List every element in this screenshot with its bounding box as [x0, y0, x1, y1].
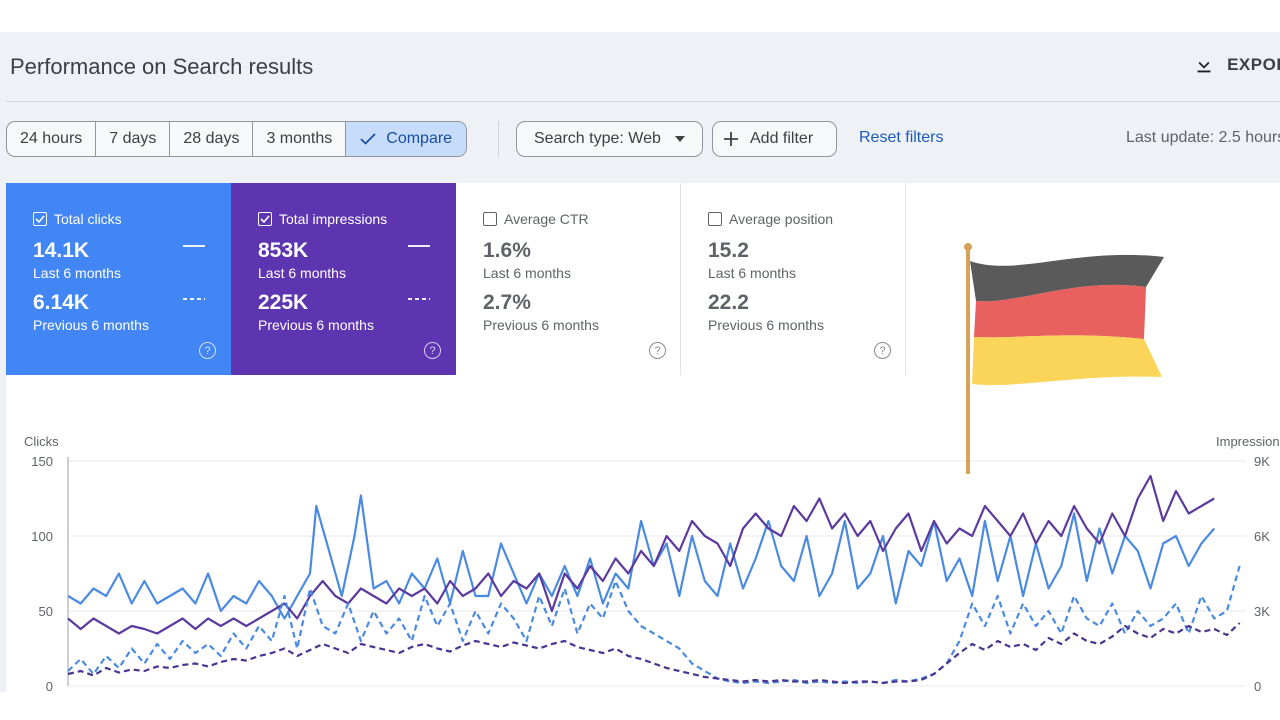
metric-previous-value: 22.2 — [708, 291, 749, 314]
reset-filters-link[interactable]: Reset filters — [859, 129, 944, 146]
y-right-axis-title: Impressions — [1216, 434, 1280, 449]
y-right-tick-label: 3K — [1254, 604, 1270, 619]
metric-current-value: 15.2 — [708, 239, 749, 262]
metric-current-period: Last 6 months — [258, 265, 346, 281]
series-line-2 — [67, 474, 1215, 635]
search-type-label: Search type: Web — [534, 130, 661, 147]
page-title: Performance on Search results — [10, 54, 314, 79]
chart-svg: 1509K1006K503K00ClicksImpressions2040608… — [24, 434, 1280, 692]
metric-current-period: Last 6 months — [33, 265, 121, 281]
search-type-dropdown[interactable]: Search type: Web — [516, 121, 703, 157]
y-left-tick-label: 50 — [39, 604, 53, 619]
total-clicks-card[interactable]: Total clicks 14.1K Last 6 months 6.14K P… — [6, 183, 231, 375]
y-left-tick-label: 150 — [31, 454, 53, 469]
checkbox-unchecked-icon[interactable] — [708, 212, 722, 226]
compare-label: Compare — [386, 130, 453, 147]
add-filter-label: Add filter — [750, 130, 814, 147]
metric-previous-period: Previous 6 months — [33, 317, 149, 333]
metric-current-value: 14.1K — [33, 239, 90, 262]
metric-label: Total impressions — [279, 211, 388, 227]
y-right-tick-label: 6K — [1254, 529, 1270, 544]
metric-current-period: Last 6 months — [708, 265, 796, 281]
solid-line-legend-icon — [183, 245, 205, 247]
dashed-line-legend-icon — [183, 298, 205, 300]
dropdown-arrow-icon — [674, 136, 685, 142]
series-line-3 — [67, 565, 1241, 685]
solid-line-legend-icon — [408, 245, 430, 247]
metric-current-value: 853K — [258, 239, 309, 262]
y-left-axis-title: Clicks — [24, 434, 59, 449]
metric-previous-value: 6.14K — [33, 291, 90, 314]
metric-previous-period: Previous 6 months — [483, 317, 599, 333]
download-icon — [1197, 55, 1211, 73]
flag-stripe-gold — [972, 335, 1162, 386]
checkbox-checked-icon[interactable] — [258, 212, 272, 226]
flag-stripe-red — [974, 284, 1146, 339]
help-icon[interactable]: ? — [649, 342, 666, 359]
metric-label: Average position — [729, 211, 834, 227]
y-right-tick-label: 0 — [1254, 679, 1261, 692]
metric-previous-period: Previous 6 months — [258, 317, 374, 333]
y-right-tick-label: 9K — [1254, 454, 1270, 469]
flag-stripe-black — [970, 254, 1164, 302]
germany-flag-icon — [964, 243, 1164, 474]
date-range-selector: 24 hours 7 days 28 days 3 months Compare — [6, 121, 468, 157]
metric-previous-value: 225K — [258, 291, 309, 314]
last-update-text: Last update: 2.5 hours ago — [1126, 129, 1280, 146]
header-divider — [6, 101, 1280, 102]
average-position-header: Average position — [708, 211, 833, 227]
average-ctr-header: Average CTR — [483, 211, 589, 227]
y-left-tick-label: 100 — [31, 529, 53, 544]
checkbox-checked-icon[interactable] — [33, 212, 47, 226]
range-28-days-button[interactable]: 28 days — [170, 122, 254, 156]
help-icon[interactable]: ? — [424, 342, 441, 359]
total-clicks-header: Total clicks — [33, 211, 122, 227]
check-icon — [360, 133, 376, 145]
series-line-4 — [67, 622, 1241, 685]
range-24-hours-button[interactable]: 24 hours — [7, 122, 97, 156]
average-ctr-card[interactable]: Average CTR 1.6% Last 6 months 2.7% Prev… — [456, 183, 681, 375]
plus-icon — [724, 132, 738, 146]
metric-previous-value: 2.7% — [483, 291, 531, 314]
help-icon[interactable]: ? — [874, 342, 891, 359]
dashed-line-legend-icon — [408, 298, 430, 300]
add-filter-button[interactable]: Add filter — [712, 121, 837, 157]
metric-label: Average CTR — [504, 211, 589, 227]
performance-chart: 1509K1006K503K00ClicksImpressions2040608… — [6, 375, 1280, 692]
metric-current-value: 1.6% — [483, 239, 531, 262]
metric-previous-period: Previous 6 months — [708, 317, 824, 333]
export-button[interactable]: EXPORT — [1193, 54, 1280, 76]
metric-current-period: Last 6 months — [483, 265, 571, 281]
metric-label: Total clicks — [54, 211, 122, 227]
average-position-card[interactable]: Average position 15.2 Last 6 months 22.2… — [681, 183, 906, 375]
flag-pole-top — [964, 243, 972, 251]
help-icon[interactable]: ? — [199, 342, 216, 359]
compare-button[interactable]: Compare — [346, 122, 467, 156]
checkbox-unchecked-icon[interactable] — [483, 212, 497, 226]
series-line-1 — [67, 494, 1216, 620]
y-left-tick-label: 0 — [46, 679, 53, 692]
performance-panel: Performance on Search results EXPORT 24 … — [0, 32, 1280, 692]
total-impressions-card[interactable]: Total impressions 853K Last 6 months 225… — [231, 183, 456, 375]
range-7-days-button[interactable]: 7 days — [96, 122, 171, 156]
toolbar-separator — [498, 121, 499, 157]
export-label: EXPORT — [1227, 55, 1280, 74]
total-impressions-header: Total impressions — [258, 211, 387, 227]
range-3-months-button[interactable]: 3 months — [253, 122, 347, 156]
